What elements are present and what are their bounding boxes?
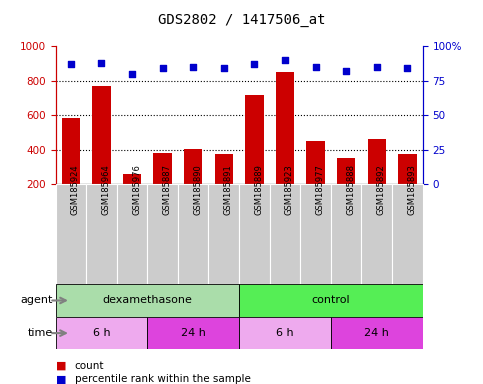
Text: control: control xyxy=(312,295,350,306)
Text: GSM185923: GSM185923 xyxy=(285,164,294,215)
Text: 24 h: 24 h xyxy=(181,328,206,338)
Text: ■: ■ xyxy=(56,361,66,371)
Point xyxy=(220,65,227,71)
Bar xyxy=(398,154,416,219)
Text: GSM185890: GSM185890 xyxy=(193,164,202,215)
Text: dexamethasone: dexamethasone xyxy=(102,295,192,306)
Bar xyxy=(154,153,172,219)
Bar xyxy=(300,184,331,284)
Text: 24 h: 24 h xyxy=(364,328,389,338)
Text: GSM185976: GSM185976 xyxy=(132,164,141,215)
Text: GSM185964: GSM185964 xyxy=(101,164,111,215)
Bar xyxy=(56,284,239,317)
Bar xyxy=(184,149,202,219)
Bar xyxy=(270,184,300,284)
Text: count: count xyxy=(75,361,104,371)
Point xyxy=(281,57,289,63)
Bar xyxy=(245,95,264,219)
Bar xyxy=(368,139,386,219)
Point xyxy=(189,64,197,70)
Text: GSM185977: GSM185977 xyxy=(315,164,325,215)
Text: GSM185891: GSM185891 xyxy=(224,164,233,215)
Bar xyxy=(392,184,423,284)
Bar xyxy=(331,317,423,349)
Bar xyxy=(331,184,361,284)
Point xyxy=(312,64,319,70)
Text: GSM185887: GSM185887 xyxy=(163,164,171,215)
Bar xyxy=(147,184,178,284)
Point xyxy=(403,65,411,71)
Bar xyxy=(337,158,355,219)
Bar xyxy=(92,86,111,219)
Point xyxy=(67,61,75,67)
Bar xyxy=(361,184,392,284)
Bar xyxy=(178,184,209,284)
Text: ■: ■ xyxy=(56,374,66,384)
Bar xyxy=(276,72,294,219)
Point xyxy=(159,65,167,71)
Bar xyxy=(56,184,86,284)
Point xyxy=(128,71,136,77)
Text: GSM185924: GSM185924 xyxy=(71,164,80,215)
Text: agent: agent xyxy=(21,295,53,306)
Bar xyxy=(239,317,331,349)
Text: GSM185892: GSM185892 xyxy=(377,164,386,215)
Bar xyxy=(239,184,270,284)
Bar xyxy=(209,184,239,284)
Bar xyxy=(86,184,117,284)
Text: GSM185893: GSM185893 xyxy=(407,164,416,215)
Bar xyxy=(239,284,423,317)
Point xyxy=(342,68,350,74)
Text: GDS2802 / 1417506_at: GDS2802 / 1417506_at xyxy=(158,13,325,27)
Point xyxy=(373,64,381,70)
Bar xyxy=(62,118,80,219)
Point xyxy=(98,60,105,66)
Bar xyxy=(117,184,147,284)
Bar xyxy=(214,154,233,219)
Bar xyxy=(56,317,147,349)
Bar xyxy=(123,174,141,219)
Text: GSM185888: GSM185888 xyxy=(346,164,355,215)
Bar xyxy=(147,317,239,349)
Text: percentile rank within the sample: percentile rank within the sample xyxy=(75,374,251,384)
Text: time: time xyxy=(28,328,53,338)
Point xyxy=(251,61,258,67)
Text: GSM185889: GSM185889 xyxy=(255,164,263,215)
Bar xyxy=(306,141,325,219)
Text: 6 h: 6 h xyxy=(276,328,294,338)
Text: 6 h: 6 h xyxy=(93,328,110,338)
